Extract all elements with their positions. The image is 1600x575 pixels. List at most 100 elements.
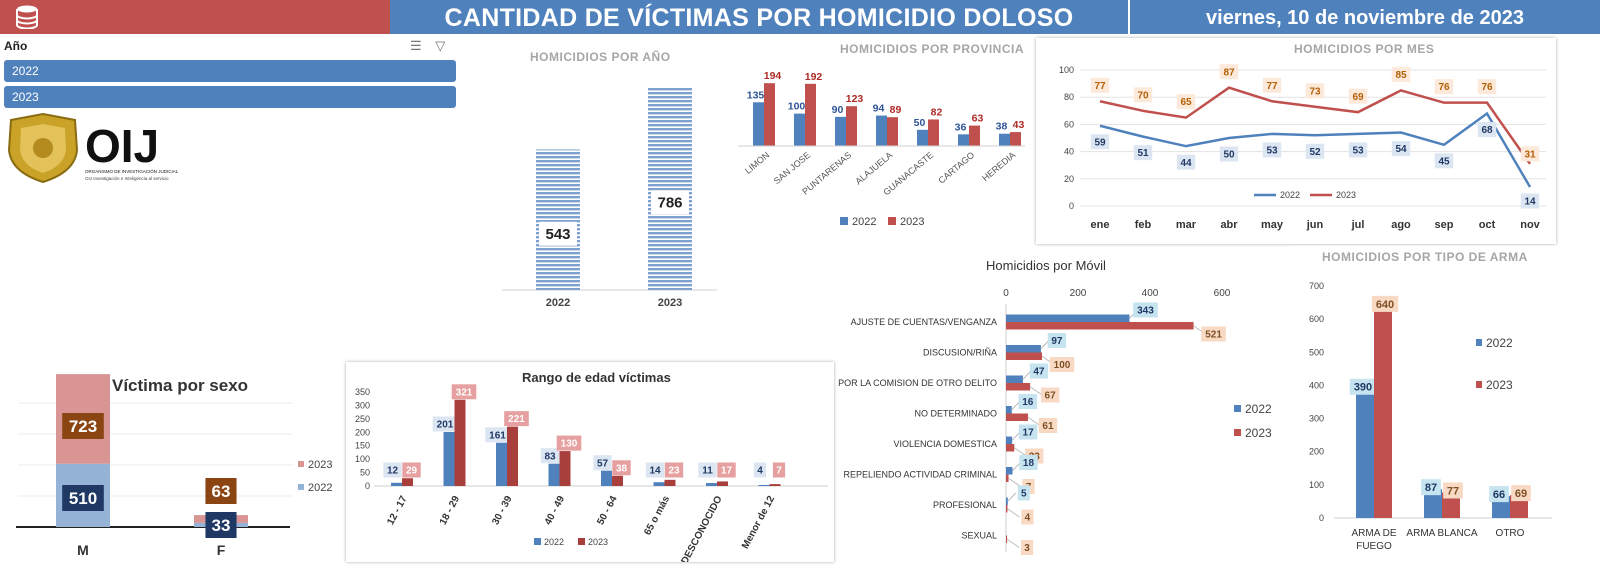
legend-movil-swatch-2023 [1234,429,1241,436]
slicer-title: Año [4,39,28,53]
chart-por-provincia-panel: HOMICIDIOS POR PROVINCIA 135 194 LIMON 100 1… [720,38,1032,248]
clear-filter-icon[interactable]: ▽ [435,38,446,53]
ytick-edad-100: 100 [355,454,370,464]
xtick-movil-400: 400 [1142,288,1159,299]
legend-prov-swatch-2022 [840,217,848,225]
label-edad-2022-6: 11 [702,466,713,477]
multi-select-icon[interactable]: ☰ [410,38,422,53]
label-anio-2023: 786 [657,195,682,212]
xtick-mes-ene: ene [1091,219,1110,231]
label-mes-2023-2: 65 [1180,97,1192,108]
tick-anio-2022: 2022 [546,297,570,309]
legend-edad-2023: 2023 [588,537,608,547]
label-arma-2022-2-bg [1489,486,1509,503]
bar-prov-2022-2 [835,116,846,146]
leader-movil-2023-3 [1027,416,1041,426]
label-prov-2022-3: 94 [873,103,885,115]
ytick-arma-300: 300 [1309,414,1324,424]
bar-edad-2023-4 [612,475,623,486]
label-movil-2022-2: 47 [1033,367,1045,378]
chart-por-movil-panel: Homicidios por Móvil 0 200 400 600 AJUSTE DE… [838,252,1286,572]
label-mes-2022-8: 45 [1438,156,1450,167]
slicer-toolbar: ☰ ▽ [410,38,445,54]
chart-rango-edad: 0 50 100 150 200 250 300 350 12 29 12 - 17 201 321 18… [355,384,828,562]
label-anio-2023-bg [651,190,689,215]
bar-movil-2023-0 [1006,322,1194,330]
label-prov-2023-2: 123 [846,93,864,105]
logo-line2: OIJ Investigación e Inteligencia al serv… [85,176,169,181]
ytick-arma-400: 400 [1309,380,1324,390]
xtick-edad-6: DESCONOCIDO [679,494,724,562]
label-prov-2023-5: 63 [972,113,984,125]
label-mes-2022-2: 44 [1180,158,1192,169]
xtick-arma-0-0: ARMA DE [1351,528,1396,539]
label-mes-2022-1-bg [1133,145,1153,161]
label-edad-2022-2: 161 [489,430,506,441]
legend-prov-2023: 2023 [900,216,924,228]
bar-edad-2022-5 [653,482,665,486]
label-edad-2023-2: 221 [508,414,525,425]
year-slicer: Año ☰ ▽ 2022 2023 [0,36,465,112]
bar-movil-2022-4 [1006,436,1013,444]
slicer-item-2022[interactable]: 2022 [4,60,456,82]
legend-arma-2022: 2022 [1486,336,1513,350]
xtick-mes-oct: oct [1479,219,1496,231]
ytick-mes-100: 100 [1059,65,1074,75]
legend-sexo-swatch-2023 [298,461,304,467]
label-arma-2022-2: 66 [1493,489,1505,501]
label-sexo-2023-M-bg [62,413,104,439]
legend-sexo-2023: 2023 [308,459,332,471]
ytick-edad-250: 250 [355,414,370,424]
xtick-movil-0: 0 [1003,288,1009,299]
xtick-mes-ago: ago [1391,219,1411,231]
label-edad-2023-0: 29 [406,466,418,477]
logo-text: OIJ [85,120,159,172]
label-anio-2022-bg [539,221,577,246]
bar-prov-2022-1 [794,113,805,146]
label-movil-2023-7-bg [1020,540,1034,555]
label-mes-2023-0-bg [1090,77,1110,93]
legend-prov-2022: 2022 [852,216,876,228]
bar-prov-2022-0 [753,102,764,146]
bar-edad-2023-7 [769,484,781,486]
label-mes-2022-8-bg [1434,153,1454,169]
label-edad-2022-4-bg [593,455,612,471]
label-prov-2022-6: 38 [996,121,1008,133]
legend-movil-2022: 2022 [1245,402,1272,416]
label-mes-2022-0-bg [1090,134,1110,150]
label-mes-2023-8-bg [1434,79,1454,95]
slicer-item-2023[interactable]: 2023 [4,86,456,108]
chart-por-arma: 0 100 200 300 400 500 600 700 390 640 ARMA DE FUEGO… [1309,281,1552,552]
bar-prov-2023-3 [887,117,898,146]
label-mes-2023-1-bg [1133,87,1153,103]
chart-por-anio-panel: HOMICIDIOS POR AÑO 543 2022 786 2023 [482,40,734,315]
label-movil-2022-3-bg [1018,394,1037,409]
label-mes-2023-2-bg [1176,94,1196,110]
xtick-edad-1: 18 - 29 [438,494,463,527]
label-arma-2022-1: 87 [1425,482,1437,494]
leader-movil-2022-3 [1011,401,1021,411]
chart-rango-edad-title: Rango de edad víctimas [522,370,671,385]
ytick-mes-40: 40 [1064,147,1074,157]
chart-por-provincia-title: HOMICIDIOS POR PROVINCIA [840,42,1025,56]
label-mes-2023-4: 77 [1266,81,1278,92]
label-prov-2023-6: 43 [1013,119,1025,131]
bar-edad-2023-1 [454,399,466,486]
label-arma-2022-0: 390 [1354,382,1372,394]
label-edad-2022-7-bg [753,462,767,478]
label-prov-2022-2: 90 [832,104,844,116]
label-prov-2023-3: 89 [890,104,902,116]
label-mes-2022-9: 68 [1481,125,1493,136]
xtick-sexo-F: F [217,542,226,558]
ytick-movil-0: AJUSTE DE CUENTAS/VENGANZA [851,317,997,327]
chart-por-mes-panel: HOMICIDIOS POR MES 0 20 40 60 80 100 ene feb mar… [1036,38,1556,244]
label-prov-2023-0: 194 [764,70,782,82]
label-movil-2022-3: 16 [1022,397,1034,408]
ytick-arma-600: 600 [1309,314,1324,324]
label-arma-2022-0-bg [1349,378,1377,395]
label-mes-2022-2-bg [1176,154,1196,170]
legend-arma-swatch-2022 [1476,339,1482,346]
label-movil-2022-4-bg [1018,424,1038,440]
ytick-arma-100: 100 [1309,480,1324,490]
label-mes-2023-6: 69 [1352,92,1364,103]
